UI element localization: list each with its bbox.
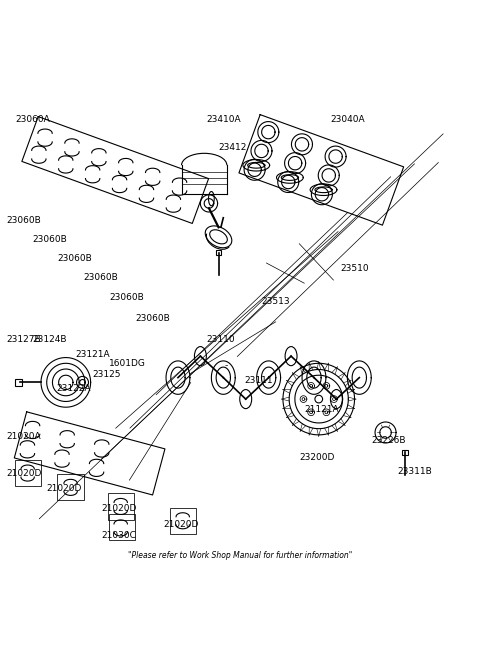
Bar [15,379,22,386]
Bar [216,250,221,255]
Text: 23410A: 23410A [206,115,241,124]
Text: 23124B: 23124B [33,335,67,345]
Text: 21020D: 21020D [47,484,82,493]
Text: 23226B: 23226B [371,436,406,445]
Text: 23127B: 23127B [6,335,41,345]
Text: 23111: 23111 [245,377,274,385]
Ellipse shape [285,346,297,365]
Bar [109,514,135,540]
Bar [14,460,41,486]
Text: 23412: 23412 [218,143,247,151]
Ellipse shape [330,390,342,409]
Text: 23060B: 23060B [135,314,170,324]
Text: 21020D: 21020D [6,469,42,478]
Text: 23121A: 23121A [75,350,110,359]
Text: 23060B: 23060B [33,234,67,244]
Text: 23060B: 23060B [110,293,144,303]
Ellipse shape [240,390,252,409]
Text: 23510: 23510 [340,264,369,273]
Text: 21030C: 21030C [102,531,136,540]
Text: 23060A: 23060A [16,115,50,124]
Text: 21121A: 21121A [304,405,339,414]
Text: 21020D: 21020D [102,504,137,514]
Bar [58,474,84,500]
Text: 23311B: 23311B [397,467,432,476]
Text: 1601DG: 1601DG [109,360,145,368]
Text: 23125: 23125 [92,370,120,379]
Text: 23060B: 23060B [84,273,118,282]
Bar [402,450,408,455]
Ellipse shape [194,346,206,365]
Text: 21020A: 21020A [6,432,41,441]
Text: 23122A: 23122A [56,384,91,393]
Text: 23200D: 23200D [300,453,335,462]
Text: 23040A: 23040A [331,115,365,124]
Text: 23513: 23513 [262,297,290,307]
Text: 23060B: 23060B [6,215,41,225]
Bar [108,493,134,519]
Text: "Please refer to Work Shop Manual for further information": "Please refer to Work Shop Manual for fu… [128,551,352,560]
Text: 23060B: 23060B [58,253,93,263]
Text: 21020D: 21020D [164,519,199,529]
Text: 23110: 23110 [206,335,235,345]
Bar [169,508,196,534]
